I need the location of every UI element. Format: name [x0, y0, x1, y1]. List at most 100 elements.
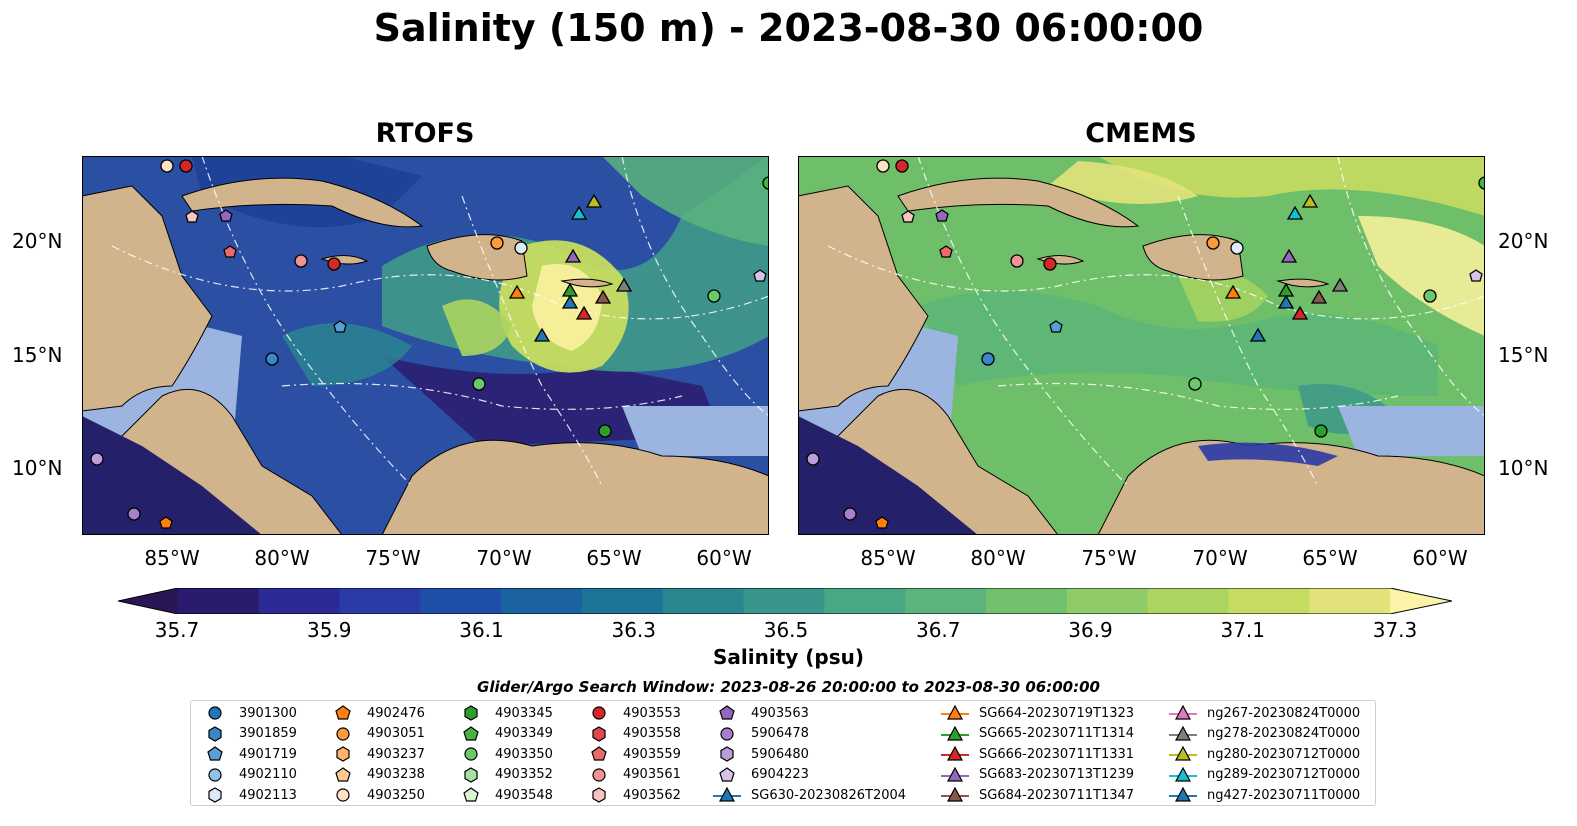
legend-item: 4903350 — [455, 744, 553, 764]
legend-item-label: ng289-20230712T0000 — [1207, 767, 1361, 782]
colorbar-tick-label: 37.1 — [1220, 618, 1266, 642]
legend-item-label: 4903349 — [495, 726, 553, 741]
legend-item: 3901859 — [199, 724, 297, 744]
pentagon-marker-icon — [719, 766, 735, 782]
colorbar-segment — [905, 588, 987, 614]
legend-item: 4901719 — [199, 744, 297, 764]
legend-item: SG664-20230719T1323 — [939, 703, 1134, 723]
legend-item-label: ng427-20230711T0000 — [1207, 787, 1361, 803]
triangle-marker-icon — [941, 766, 969, 782]
circle-marker-icon — [208, 767, 222, 782]
cmems-map — [798, 156, 1485, 535]
lat-label-15n-right: 15°N — [1498, 343, 1549, 367]
legend-item: 4903345 — [455, 703, 553, 723]
legend-item-label: 3901300 — [239, 705, 297, 721]
legend: 3901300 3901859 4901719 4902110 4902113 49024… — [190, 700, 1376, 806]
lon-label-75w-right: 75°W — [1081, 546, 1137, 570]
legend-item-label: SG630-20230826T2004 — [751, 787, 907, 803]
colorbar-segment — [501, 588, 583, 614]
legend-item: SG683-20230713T1239 — [939, 765, 1134, 785]
colorbar-over-arrow — [1390, 588, 1452, 614]
legend-item: 4903250 — [327, 785, 425, 805]
lat-label-15n-left: 15°N — [12, 343, 63, 367]
legend-item-label: 4903051 — [367, 726, 425, 741]
legend-item-label: 6904223 — [751, 767, 809, 782]
colorbar-tick-label: 36.3 — [611, 618, 657, 642]
colorbar-segment — [420, 588, 502, 614]
legend-item-label: SG665-20230711T1314 — [979, 726, 1135, 741]
triangle-marker-icon — [713, 787, 741, 802]
triangle-marker-icon — [1169, 746, 1197, 761]
colorbar-tick-label: 36.5 — [763, 618, 809, 642]
colorbar-label: Salinity (psu) — [712, 645, 864, 669]
legend-item: 6904223 — [711, 765, 809, 785]
lat-label-10n-right: 10°N — [1498, 456, 1549, 480]
legend-item: 4902113 — [199, 785, 297, 805]
lon-label-60w-left: 60°W — [696, 546, 752, 570]
legend-item-label: 4903558 — [623, 726, 681, 741]
triangle-marker-icon — [941, 787, 969, 802]
legend-item: 4903352 — [455, 765, 553, 785]
hexagon-marker-icon — [208, 787, 222, 803]
hexagon-marker-icon — [208, 725, 222, 742]
legend-item-label: 4903553 — [623, 705, 681, 721]
legend-item-label: SG683-20230713T1239 — [979, 767, 1135, 782]
pentagon-marker-icon — [591, 746, 607, 761]
lon-label-70w-right: 70°W — [1192, 546, 1248, 570]
hexagon-marker-icon — [464, 766, 478, 783]
legend-item: 5906478 — [711, 724, 809, 744]
lat-label-20n-right: 20°N — [1498, 229, 1549, 253]
colorbar-tick-label: 36.9 — [1068, 618, 1113, 642]
colorbar-segment — [178, 588, 260, 614]
legend-item-label: SG664-20230719T1323 — [979, 705, 1135, 721]
legend-item-label: 4903562 — [623, 787, 681, 803]
legend-item: ng427-20230711T0000 — [1167, 785, 1360, 805]
legend-item-label: 3901859 — [239, 726, 297, 741]
lon-label-60w-right: 60°W — [1412, 546, 1468, 570]
legend-item-label: ng278-20230824T0000 — [1207, 726, 1361, 741]
hexagon-marker-icon — [720, 746, 734, 762]
circle-marker-icon — [336, 788, 350, 802]
legend-item-label: 4903237 — [367, 746, 425, 762]
legend-item: SG630-20230826T2004 — [711, 785, 906, 805]
legend-item-label: 4903352 — [495, 767, 553, 782]
legend-item: 4903051 — [327, 724, 425, 744]
lon-label-75w-left: 75°W — [365, 546, 421, 570]
legend-item: 4903553 — [583, 703, 681, 723]
legend-item-label: 4903548 — [495, 787, 553, 803]
rtofs-map — [82, 156, 769, 535]
colorbar-tick-label: 36.1 — [459, 618, 504, 642]
circle-marker-icon — [336, 726, 350, 741]
legend-item-label: 4903563 — [751, 705, 809, 721]
panel-title-rtofs: RTOFS — [375, 118, 475, 149]
legend-item-label: 4903559 — [623, 746, 681, 762]
legend-item: 4903558 — [583, 724, 681, 744]
pentagon-marker-icon — [463, 787, 479, 802]
colorbar-segment — [339, 588, 421, 614]
lon-label-80w-left: 80°W — [254, 546, 310, 570]
hexagon-marker-icon — [464, 705, 478, 721]
legend-item: ng278-20230824T0000 — [1167, 724, 1360, 744]
legend-item-label: 5906478 — [751, 726, 809, 741]
legend-title: Glider/Argo Search Window: 2023-08-26 20… — [477, 678, 1100, 696]
legend-item: 4903548 — [455, 785, 553, 805]
colorbar-under-arrow — [118, 588, 178, 614]
figure-title: Salinity (150 m) - 2023-08-30 06:00:00 — [373, 6, 1204, 50]
hexagon-marker-icon — [592, 787, 606, 803]
legend-item-label: SG666-20230711T1331 — [979, 746, 1135, 762]
lon-label-65w-left: 65°W — [586, 546, 642, 570]
legend-item-label: 4901719 — [239, 746, 297, 762]
lon-label-65w-right: 65°W — [1302, 546, 1358, 570]
legend-item-label: 4903561 — [623, 767, 681, 782]
legend-item: 5906480 — [711, 744, 809, 764]
legend-item: ng280-20230712T0000 — [1167, 744, 1360, 764]
circle-marker-icon — [592, 706, 606, 720]
colorbar — [118, 588, 1452, 614]
legend-item: 4903563 — [711, 703, 809, 723]
legend-item: 4903559 — [583, 744, 681, 764]
legend-item-label: ng267-20230824T0000 — [1207, 705, 1361, 721]
colorbar-tick-label: 35.9 — [306, 618, 352, 642]
triangle-marker-icon — [1169, 725, 1197, 741]
colorbar-tick-label: 37.3 — [1372, 618, 1418, 642]
lon-label-80w-right: 80°W — [970, 546, 1026, 570]
